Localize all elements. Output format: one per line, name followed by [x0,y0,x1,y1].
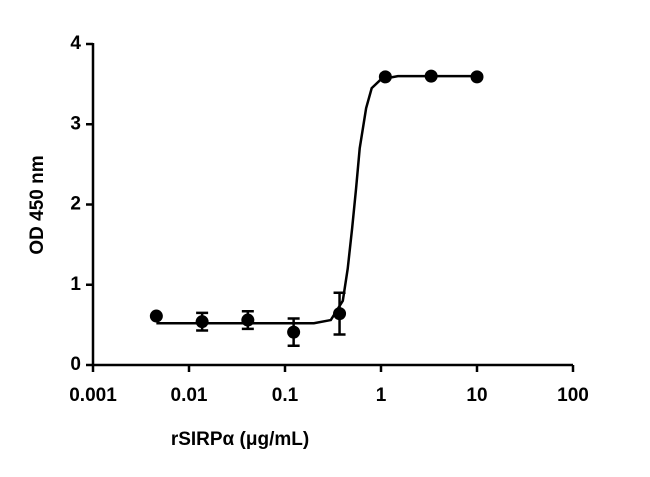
fit-curve [156,74,477,325]
x-tick-label: 0.001 [69,385,117,406]
y-tick-label: 2 [70,194,81,215]
x-tick-label: 100 [557,385,589,406]
y-tick-label: 4 [70,33,81,54]
data-point [241,313,255,327]
x-tick-label: 0.01 [171,385,208,406]
y-tick-label: 0 [70,354,81,375]
data-point [149,309,163,323]
x-axis-label: rSIRPα (μg/mL) [171,429,309,450]
x-tick-label: 1 [376,385,387,406]
y-tick-label: 3 [70,113,81,134]
x-tick-label: 0.1 [272,385,299,406]
y-tick-label: 1 [70,274,81,295]
x-tick-label: 10 [466,385,487,406]
data-point [195,315,209,329]
data-point [287,325,301,339]
y-axis-label: OD 450 nm [27,155,48,254]
